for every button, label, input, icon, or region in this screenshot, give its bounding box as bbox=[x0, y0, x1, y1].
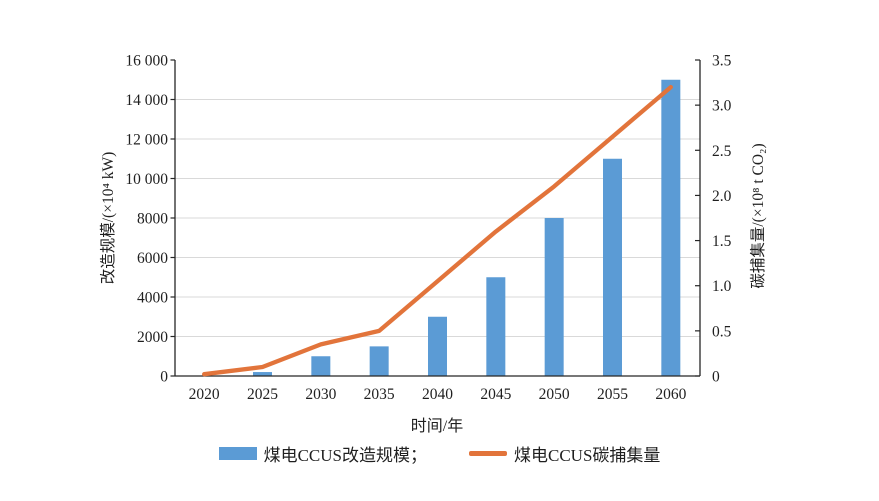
x-axis-tick-label: 2025 bbox=[247, 386, 278, 403]
bar-2060 bbox=[661, 79, 681, 376]
line-series-swatch-icon bbox=[469, 451, 507, 456]
legend-item-bar-series: 煤电CCUS改造规模； bbox=[218, 441, 427, 466]
x-axis-tick-label: 2030 bbox=[305, 386, 336, 403]
left-axis-tick-label: 12 000 bbox=[125, 132, 168, 149]
right-axis-tick-label: 2.0 bbox=[712, 188, 732, 205]
left-axis-tick-label: 4000 bbox=[137, 290, 168, 307]
legend-item-line-series: 煤电CCUS碳捕集量 bbox=[469, 441, 660, 466]
x-axis-tick-label: 2060 bbox=[655, 386, 686, 403]
x-axis-tick-label: 2050 bbox=[539, 386, 570, 403]
capture-line-series bbox=[202, 84, 673, 377]
bar-2040 bbox=[428, 316, 447, 376]
right-axis-title: 碳捕集量/(×10⁸ t CO₂) bbox=[750, 143, 767, 289]
right-axis-tick-label: 3.5 bbox=[712, 53, 732, 70]
bar-2055 bbox=[603, 158, 622, 376]
bar-2035 bbox=[369, 346, 389, 376]
right-axis-tick-label: 2.5 bbox=[712, 143, 732, 160]
right-axis-tick-label: 0.5 bbox=[712, 323, 732, 340]
bar-series-swatch-icon bbox=[218, 447, 257, 460]
left-axis-tick-label: 2000 bbox=[137, 329, 168, 346]
right-axis-tick-label: 3.0 bbox=[712, 98, 732, 115]
x-axis-title: 时间/年 bbox=[410, 418, 464, 435]
x-axis-tick-label: 2020 bbox=[189, 386, 220, 403]
left-axis-tick-label: 16 000 bbox=[125, 53, 168, 70]
left-axis-title: 改造规模/(×10⁴ kW) bbox=[100, 151, 117, 285]
x-axis-tick-label: 2055 bbox=[597, 386, 628, 403]
left-axis-tick-label: 6000 bbox=[137, 250, 168, 267]
bar-2050 bbox=[544, 218, 564, 376]
right-axis-tick-label: 0 bbox=[712, 369, 720, 386]
x-axis-tick-label: 2045 bbox=[480, 386, 511, 403]
legend-bar-label: 煤电CCUS改造规模； bbox=[263, 446, 427, 465]
left-axis-tick-label: 14 000 bbox=[125, 92, 168, 109]
x-axis-tick-label: 2035 bbox=[364, 386, 395, 403]
legend-line-label: 煤电CCUS碳捕集量 bbox=[514, 446, 661, 465]
x-axis-tick-label: 2040 bbox=[422, 386, 453, 403]
right-axis-tick-label: 1.5 bbox=[712, 233, 732, 250]
chart-legend: 煤电CCUS改造规模； 煤电CCUS碳捕集量 bbox=[0, 441, 879, 466]
bar-2045 bbox=[486, 277, 506, 376]
left-axis-tick-label: 10 000 bbox=[125, 171, 168, 188]
bar-2025 bbox=[253, 372, 272, 376]
left-axis-tick-label: 8000 bbox=[137, 211, 168, 228]
left-axis-tick-label: 0 bbox=[160, 369, 168, 386]
bar-2030 bbox=[311, 356, 331, 376]
right-axis-tick-label: 1.0 bbox=[712, 278, 732, 295]
